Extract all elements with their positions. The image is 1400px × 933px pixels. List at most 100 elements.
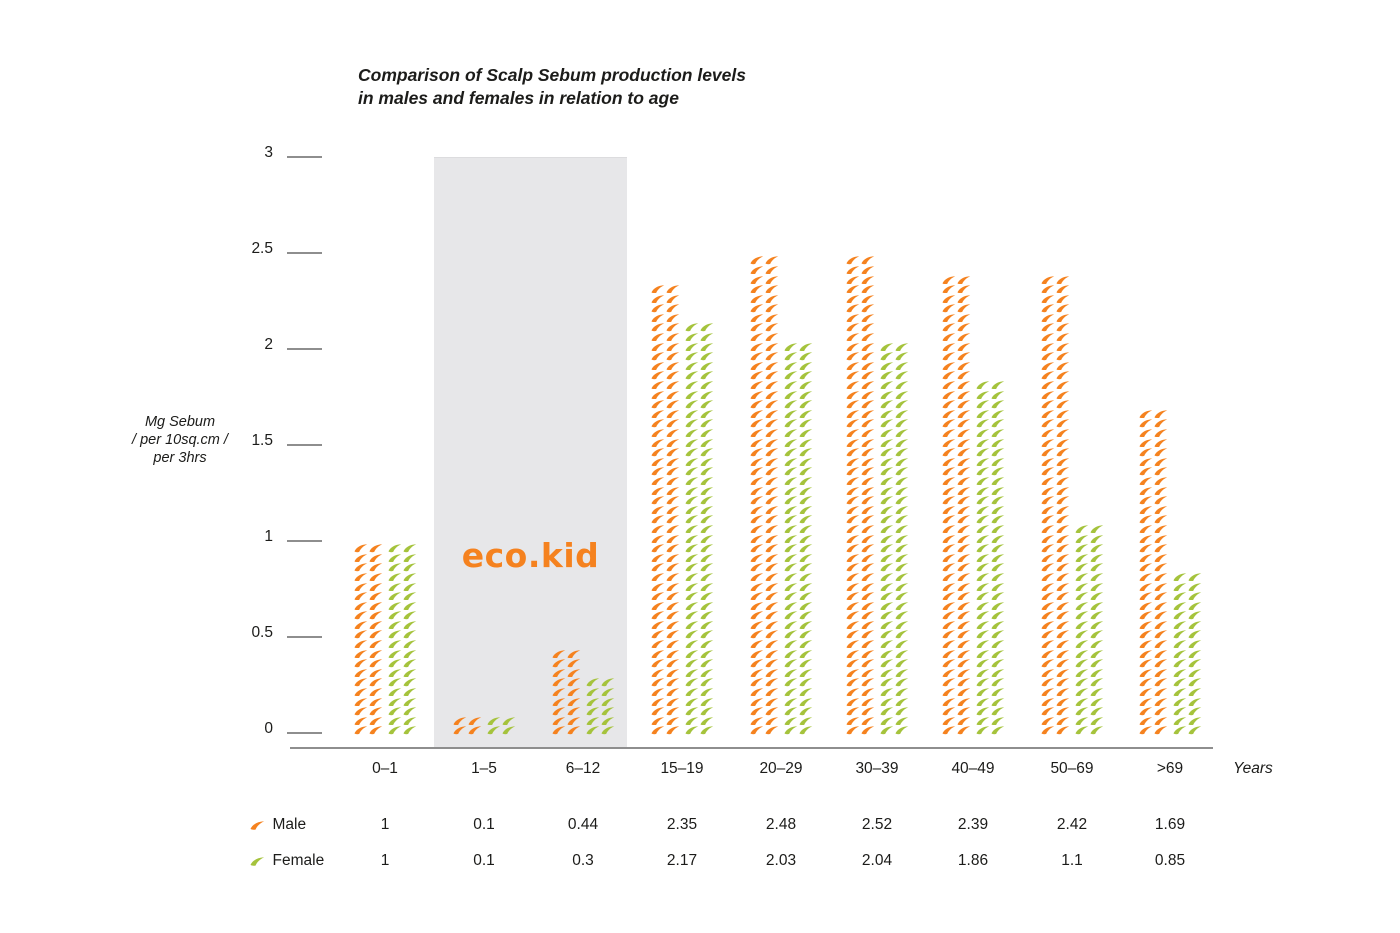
leaf-row: [1041, 630, 1070, 640]
leaf-icon: [651, 381, 665, 390]
leaf-row: [1041, 582, 1070, 593]
leaf-icon: [1188, 707, 1202, 716]
leaf-icon: [942, 601, 956, 610]
leaf-icon: [403, 678, 417, 687]
leaf-icon: [1041, 573, 1055, 582]
leaf-icon: [388, 726, 402, 735]
leaf-icon: [388, 707, 402, 716]
leaf-row: [586, 688, 615, 698]
leaf-row: [1139, 678, 1168, 688]
leaf-icon: [765, 640, 779, 649]
leaf-icon: [403, 669, 417, 678]
table-value-male-6: 2.52: [861, 816, 893, 833]
leaf-icon: [388, 621, 402, 630]
leaf-row: [942, 659, 971, 669]
leaf-icon: [586, 717, 600, 726]
leaf-icon: [895, 726, 909, 735]
leaf-icon: [895, 611, 909, 620]
leaf-icon: [784, 726, 798, 735]
leaf-row: [1139, 544, 1168, 554]
leaf-icon: [700, 573, 714, 582]
leaf-icon: [976, 669, 990, 678]
legend-row-male: Male: [250, 815, 306, 835]
leaf-row: [354, 553, 383, 564]
leaf-icon: [666, 496, 680, 505]
leaf-icon: [567, 688, 581, 697]
leaf-icon: [750, 323, 764, 332]
leaf-icon: [685, 371, 699, 380]
leaf-icon: [369, 592, 383, 601]
leaf-icon: [354, 640, 368, 649]
leaf-row: [750, 390, 779, 401]
chart-title: Comparison of Scalp Sebum production lev…: [358, 64, 746, 110]
leaf-row: [586, 707, 615, 717]
leaf-icon: [784, 544, 798, 553]
leaf-row: [1041, 525, 1070, 535]
leaf-row: [388, 669, 417, 679]
y-tick-mark: [287, 636, 322, 638]
leaf-icon: [976, 563, 990, 572]
leaf-row: [1139, 659, 1168, 669]
leaf-icon: [861, 707, 875, 716]
leaf-row: [651, 573, 680, 583]
leaf-icon: [651, 362, 665, 371]
leaf-row: [976, 410, 1005, 420]
leaf-icon: [354, 649, 368, 658]
leaf-icon: [846, 506, 860, 514]
leaf-icon: [1090, 707, 1104, 716]
leaf-row: [784, 611, 813, 621]
leaf-icon: [1090, 573, 1104, 582]
leaf-icon: [700, 563, 714, 572]
leaf-row: [388, 592, 417, 602]
leaf-row: [1173, 669, 1202, 679]
leaf-icon: [942, 649, 956, 658]
leaf-icon: [1139, 448, 1153, 457]
leaf-row: [942, 438, 971, 449]
leaf-row: [880, 438, 909, 449]
leaf-row: [784, 534, 813, 545]
leaf-row: [880, 582, 909, 593]
leaf-icon: [1075, 630, 1089, 639]
leaf-icon: [846, 515, 860, 524]
leaf-icon: [1090, 563, 1104, 572]
leaf-icon: [666, 352, 680, 361]
leaf-icon: [942, 669, 956, 678]
leaf-icon: [1041, 390, 1055, 399]
y-tick-label: 1.5: [251, 432, 273, 449]
leaf-icon: [880, 448, 894, 457]
leaf-icon: [1075, 640, 1089, 649]
leaf-row: [651, 400, 680, 410]
leaf-icon: [1056, 467, 1070, 476]
leaf-icon: [765, 256, 779, 265]
leaf-icon: [976, 410, 990, 419]
leaf-row: [784, 669, 813, 679]
leaf-icon: [765, 496, 779, 505]
table-value-female-2: 0.1: [473, 852, 495, 869]
leaf-icon: [957, 285, 971, 294]
leaf-row: [784, 390, 813, 401]
leaf-row: [651, 438, 680, 449]
leaf-icon: [552, 717, 566, 726]
leaf-icon: [1139, 582, 1153, 591]
y-tick: 0.5: [188, 623, 322, 643]
leaf-icon: [1041, 669, 1055, 678]
y-tick: 3: [188, 143, 322, 163]
leaf-row: [846, 467, 875, 477]
leaf-row: [1041, 294, 1070, 305]
leaf-icon: [666, 285, 680, 294]
leaf-icon: [354, 688, 368, 697]
leaf-icon: [1154, 525, 1168, 534]
leaf-icon: [1056, 621, 1070, 630]
leaf-icon: [846, 467, 860, 476]
leaf-row: [685, 486, 714, 497]
leaf-icon: [846, 601, 860, 610]
leaf-row: [784, 515, 813, 525]
leaf-icon: [1188, 669, 1202, 678]
leaf-icon: [784, 582, 798, 591]
leaf-icon: [991, 669, 1005, 678]
leaf-icon: [880, 630, 894, 639]
leaf-icon: [1188, 717, 1202, 726]
leaf-row: [685, 659, 714, 669]
leaf-icon: [369, 659, 383, 668]
leaf-icon: [586, 678, 600, 687]
